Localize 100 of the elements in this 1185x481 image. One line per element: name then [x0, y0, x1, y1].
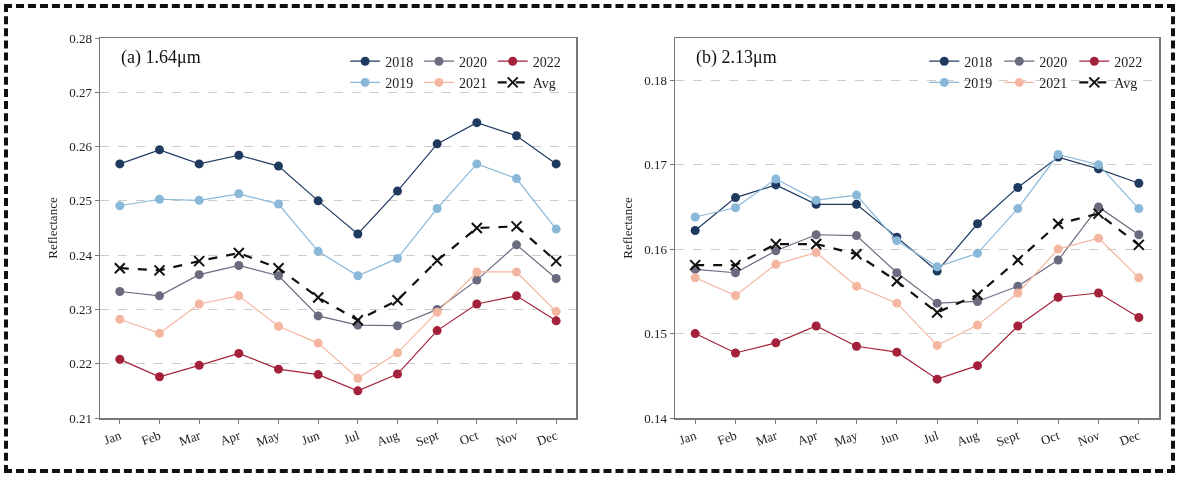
y-tick-label: 0.21 — [69, 410, 92, 426]
legend-label: 2020 — [458, 54, 487, 70]
point — [472, 159, 482, 169]
point — [1013, 288, 1023, 298]
x-tick-label: Nov — [1075, 427, 1103, 450]
legend-label: 2021 — [458, 75, 487, 91]
point — [512, 174, 521, 184]
legend-label: 2018 — [964, 54, 993, 70]
point — [472, 267, 482, 277]
y-tick-label: 0.22 — [69, 356, 92, 372]
point — [973, 320, 982, 330]
point — [551, 159, 561, 169]
point — [153, 264, 166, 277]
point — [512, 291, 521, 301]
point — [194, 299, 204, 309]
point — [510, 220, 523, 233]
point — [811, 230, 821, 240]
point — [892, 298, 902, 308]
point — [393, 186, 402, 196]
x-tick-label: Feb — [715, 427, 739, 449]
x-tick-label: Jan — [101, 427, 124, 448]
point — [232, 246, 245, 259]
point — [690, 212, 700, 222]
point — [313, 311, 323, 321]
point — [115, 354, 125, 364]
point — [351, 314, 364, 327]
point — [811, 247, 821, 257]
point — [512, 131, 521, 141]
point — [1013, 204, 1023, 214]
point — [731, 268, 740, 278]
point — [551, 273, 561, 283]
point — [115, 314, 125, 324]
point — [353, 386, 363, 396]
x-tick-label: Aug — [374, 427, 402, 450]
point — [892, 268, 902, 278]
point — [931, 306, 944, 319]
point — [973, 248, 982, 258]
point — [852, 190, 861, 200]
point — [771, 174, 781, 184]
point — [155, 328, 164, 338]
point — [155, 145, 164, 155]
point — [115, 159, 125, 169]
point — [771, 338, 781, 348]
legend-label: 2018 — [385, 54, 414, 70]
point — [690, 226, 700, 236]
legend-label: 2019 — [964, 75, 993, 91]
x-tick-label: Aug — [954, 427, 982, 450]
y-tick-label: 0.24 — [69, 247, 93, 263]
y-tick-label: 0.27 — [69, 84, 93, 100]
x-tick-label: Apr — [217, 427, 243, 449]
point — [1134, 273, 1144, 283]
point — [194, 159, 204, 169]
x-tick-label: Dec — [1117, 427, 1143, 449]
point — [272, 262, 285, 275]
point — [431, 254, 444, 267]
y-tick-label: 0.26 — [69, 139, 93, 155]
point — [852, 231, 861, 241]
point — [472, 275, 482, 285]
point — [932, 340, 942, 350]
point — [551, 224, 561, 234]
x-tick-label: May — [832, 427, 861, 450]
point — [313, 246, 323, 256]
x-tick-label: Jun — [299, 427, 322, 448]
point — [274, 364, 283, 374]
x-tick-label: Nov — [493, 427, 521, 450]
legend-label: 2022 — [532, 54, 561, 70]
point — [1132, 238, 1145, 251]
x-tick-label: Mar — [176, 427, 204, 449]
point — [312, 291, 325, 304]
point — [393, 369, 402, 379]
point — [1013, 321, 1023, 331]
point — [274, 199, 283, 209]
point — [193, 255, 206, 268]
point — [1053, 292, 1063, 302]
point — [432, 203, 442, 213]
point — [852, 341, 861, 351]
point — [729, 259, 742, 272]
point — [892, 236, 902, 246]
text: (a) 1.64μm — [121, 47, 201, 68]
x-tick-label: May — [254, 427, 283, 450]
x-tick-label: Apr — [795, 427, 821, 449]
point — [769, 238, 782, 251]
point — [234, 150, 244, 160]
point — [155, 194, 164, 204]
point — [194, 270, 204, 280]
point — [690, 329, 700, 339]
point — [1094, 288, 1103, 298]
y-tick-label: 0.23 — [69, 301, 92, 317]
point — [472, 299, 482, 309]
y-tick-label: 0.18 — [644, 72, 667, 88]
point — [234, 291, 244, 301]
point — [971, 288, 984, 301]
point — [115, 287, 125, 297]
point — [155, 291, 164, 301]
y-tick-label: 0.15 — [644, 326, 667, 342]
legend-label: 2022 — [1114, 54, 1143, 70]
point — [512, 267, 521, 277]
point — [551, 316, 561, 326]
x-tick-label: Oct — [457, 427, 481, 448]
point — [852, 199, 861, 209]
